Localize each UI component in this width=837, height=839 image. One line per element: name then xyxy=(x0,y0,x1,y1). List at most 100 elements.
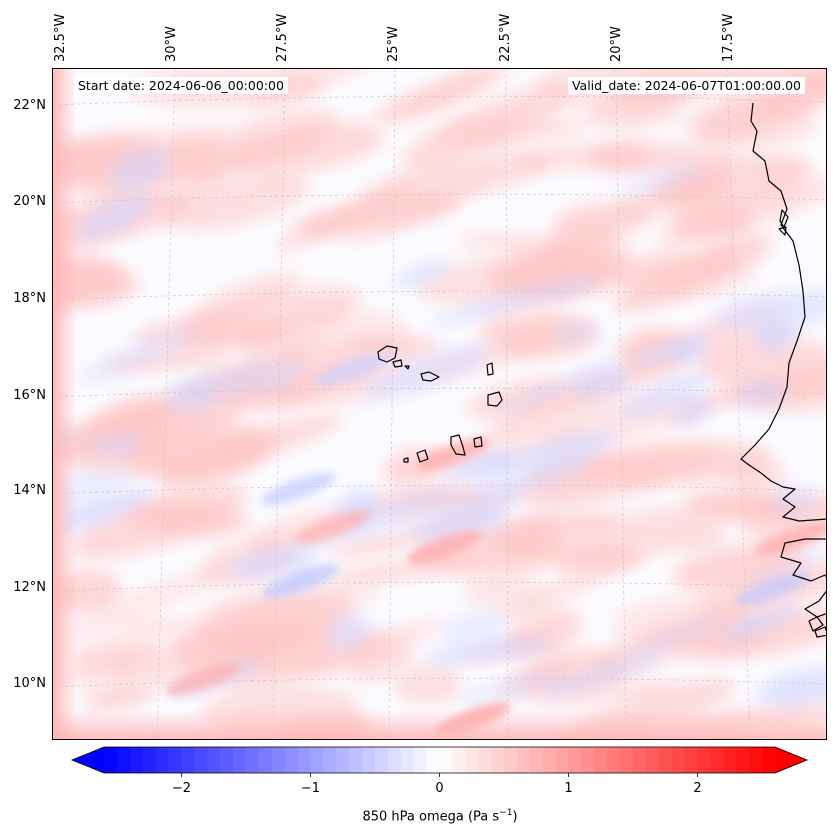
colorbar-bin xyxy=(620,747,634,773)
omega-positive-region xyxy=(359,151,554,206)
colorbar-bin xyxy=(284,747,298,773)
omega-strong-positive-cell xyxy=(415,437,491,471)
colorbar-bin xyxy=(594,747,608,773)
omega-positive-region xyxy=(497,323,558,352)
colorbar-bin xyxy=(658,747,673,773)
lat-label-22n: 22°N xyxy=(13,98,46,113)
cape-verde-sao-nicolau xyxy=(420,371,440,382)
colorbar-bin xyxy=(129,747,144,773)
colorbar-bin xyxy=(710,747,724,773)
omega-positive-region xyxy=(688,566,826,634)
lon-gridline-27-5w xyxy=(272,69,286,739)
colorbar-bin xyxy=(491,747,505,773)
omega-positive-region xyxy=(84,682,156,711)
omega-negative-region xyxy=(551,322,602,342)
colorbar-bin xyxy=(762,747,776,773)
omega-positive-region xyxy=(696,69,826,143)
colorbar-bin xyxy=(478,747,492,773)
west-africa-coastline xyxy=(740,102,826,522)
colorbar-outline xyxy=(70,746,809,774)
colorbar-bin xyxy=(413,747,427,773)
lon-label-17-5w: 17.5°W xyxy=(721,13,736,62)
colorbar-bin xyxy=(607,747,621,773)
colorbar-tick-label: 0 xyxy=(435,781,444,796)
valid-date-label: Valid_date: 2024-06-07T01:00:00.00 xyxy=(567,77,805,94)
colorbar-bin xyxy=(142,747,157,773)
lon-label-25w: 25°W xyxy=(386,26,401,62)
colorbar-bin xyxy=(336,747,350,773)
lon-gridline-20w xyxy=(615,69,627,739)
omega-negative-region xyxy=(756,667,826,706)
lat-gridline-20n xyxy=(53,193,826,204)
omega-positive-region xyxy=(159,437,267,491)
colorbar-bin xyxy=(452,747,466,773)
colorbar xyxy=(70,746,809,777)
omega-negative-region xyxy=(735,380,787,407)
cape-verde-santiago xyxy=(450,434,466,456)
colorbar-tick-label: 2 xyxy=(693,781,702,796)
omega-positive-region xyxy=(229,617,304,657)
omega-negative-region xyxy=(409,510,510,542)
omega-negative-region xyxy=(327,613,371,650)
omega-negative-region xyxy=(573,363,629,400)
omega-negative-region xyxy=(440,611,509,646)
colorbar-bin xyxy=(465,747,479,773)
lon-gridline-17-5w xyxy=(726,69,751,739)
lat-label-16n: 16°N xyxy=(13,388,46,403)
colorbar-extend-max xyxy=(775,747,807,773)
colorbar-ticks xyxy=(181,773,698,777)
cape-verde-boa-vista xyxy=(487,391,503,407)
start-date-label: Start date: 2024-06-06_00:00:00 xyxy=(74,77,288,94)
omega-positive-region xyxy=(463,571,548,613)
omega-positive-region xyxy=(121,618,206,635)
coastlines xyxy=(377,102,826,638)
colorbar-bin xyxy=(194,747,208,773)
omega-positive-region xyxy=(221,652,346,688)
lat-gridline-10n xyxy=(53,677,826,688)
colorbar-bin xyxy=(323,747,337,773)
guinea-coastline xyxy=(804,590,826,618)
omega-negative-region xyxy=(547,275,594,300)
omega-positive-region xyxy=(583,145,651,175)
omega-negative-region xyxy=(771,484,819,516)
colorbar-bin xyxy=(310,747,324,773)
colorbar-bin xyxy=(439,747,453,773)
colorbar-bin xyxy=(697,747,711,773)
omega-positive-region xyxy=(584,92,683,131)
omega-strong-positive-cell xyxy=(755,522,826,556)
colorbar-bin xyxy=(555,747,569,773)
colorbar-bin xyxy=(516,747,531,773)
omega-negative-region xyxy=(175,361,309,400)
colorbar-bin xyxy=(116,747,131,773)
omega-negative-region xyxy=(713,290,826,330)
omega-positive-region xyxy=(68,632,155,690)
omega-positive-region xyxy=(197,584,384,620)
omega-negative-region xyxy=(447,453,520,481)
colorbar-tick-label: −2 xyxy=(171,781,192,796)
omega-negative-region xyxy=(110,148,168,190)
omega-negative-region xyxy=(668,333,709,363)
colorbar-bin xyxy=(581,747,595,773)
omega-strong-negative-cell xyxy=(263,564,339,598)
colorbar-label-main: 850 hPa omega (Pa s xyxy=(362,809,500,825)
colorbar-tick-label: −1 xyxy=(300,781,321,796)
colorbar-bin xyxy=(220,747,234,773)
colorbar-bin xyxy=(155,747,169,773)
boundary-bottom-band xyxy=(53,709,826,739)
omega-negative-region xyxy=(617,371,710,421)
omega-positive-region xyxy=(546,212,615,260)
omega-strong-positive-cell xyxy=(295,510,371,544)
omega-negative-region xyxy=(635,617,726,653)
omega-positive-region xyxy=(58,432,179,476)
colorbar-bin xyxy=(207,747,221,773)
omega-negative-region xyxy=(77,193,153,240)
colorbar-bin xyxy=(400,747,415,773)
cape-verde-santo-antao xyxy=(377,345,398,363)
omega-negative-region xyxy=(719,603,803,641)
omega-positive-region xyxy=(626,507,727,553)
colorbar-bin xyxy=(168,747,182,773)
guinea-bissau-coastline xyxy=(780,538,826,582)
omega-positive-region xyxy=(68,485,249,559)
omega-negative-region xyxy=(423,638,555,664)
omega-positive-region xyxy=(183,271,302,331)
